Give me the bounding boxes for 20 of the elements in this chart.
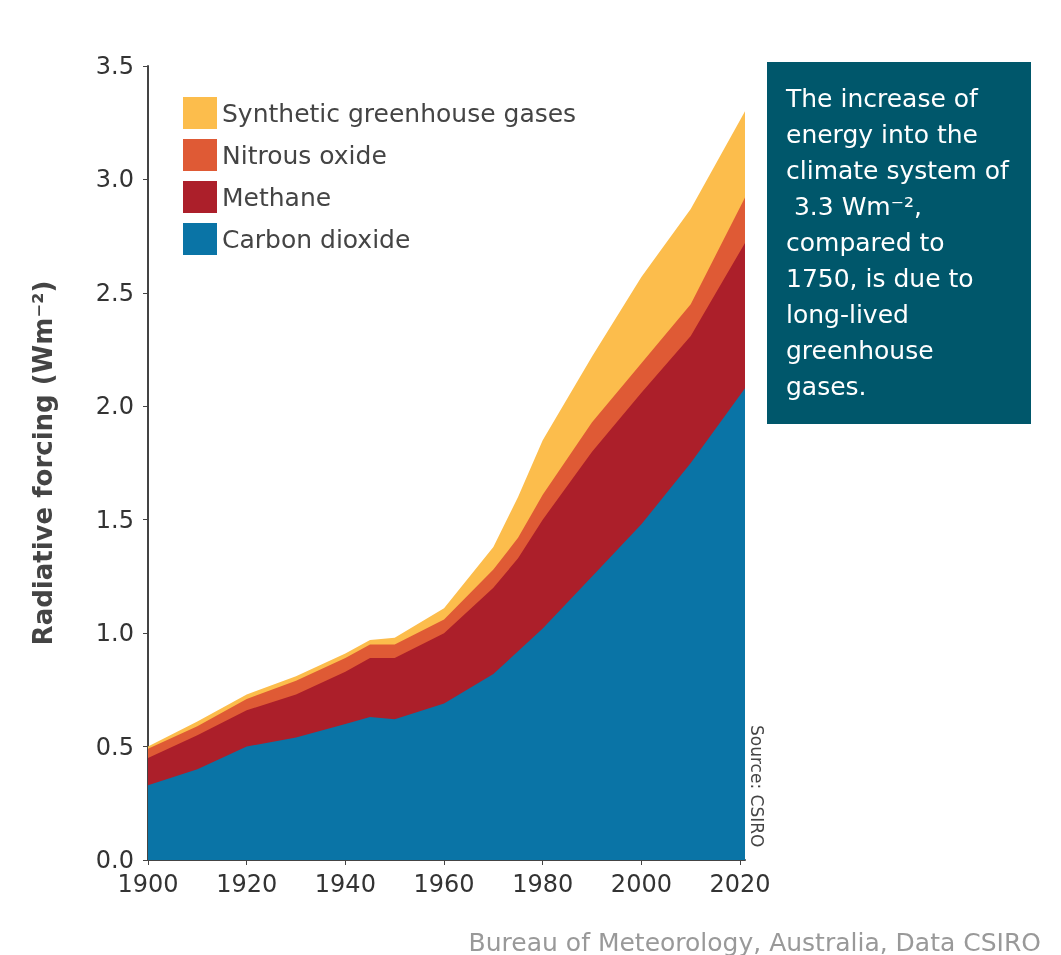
y-tick-label: 1.0 [95, 619, 134, 648]
y-axis-title: Radiative forcing (Wm⁻²) [28, 280, 58, 646]
y-tick-label: 0.5 [95, 732, 134, 761]
y-tick-label: 2.0 [95, 392, 134, 421]
x-tick-label: 2000 [610, 870, 672, 898]
y-tick-label: 3.5 [95, 52, 134, 80]
y-tick-label: 3.0 [95, 165, 134, 194]
legend-label: Nitrous oxide [222, 140, 387, 170]
source-note: Source: CSIRO [746, 725, 767, 848]
x-tick-label: 2020 [709, 870, 771, 898]
text: The increase of energy into the climate system of 3.3 Wm⁻², compared to 1750, is due to long-lived greenhouse gases. [786, 83, 1009, 401]
y-tick-label: 1.5 [95, 505, 134, 534]
y-tick-label: 2.5 [95, 278, 134, 307]
x-tick-label: 1980 [512, 870, 574, 898]
legend-label: Synthetic greenhouse gases [222, 98, 577, 128]
x-tick-label: 1960 [413, 870, 475, 898]
legend-label: Methane [222, 182, 332, 212]
legend-label: Carbon dioxide [222, 224, 411, 254]
x-tick-label: 1920 [216, 870, 278, 898]
x-tick-label: 1940 [314, 870, 376, 898]
